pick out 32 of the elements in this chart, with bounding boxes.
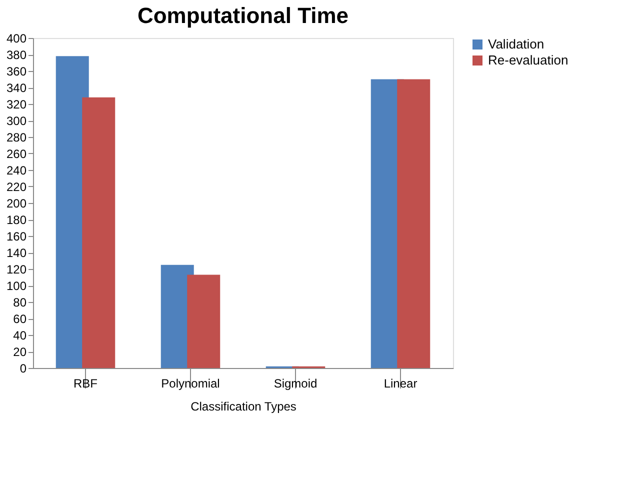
y-tick-label: 0 xyxy=(20,362,27,376)
y-tick-label: 80 xyxy=(13,296,27,310)
y-tick-label: 60 xyxy=(13,312,27,326)
y-tick-label: 20 xyxy=(13,345,27,359)
y-tick-label: 180 xyxy=(6,213,27,227)
y-tick-label: 160 xyxy=(6,230,27,244)
y-tick-label: 240 xyxy=(6,164,27,178)
y-tick-label: 140 xyxy=(6,246,27,260)
y-tick-label: 340 xyxy=(6,81,27,95)
y-tick-label: 260 xyxy=(6,147,27,161)
y-tick-label: 220 xyxy=(6,180,27,194)
y-tick-label: 320 xyxy=(6,98,27,112)
x-tick-label: RBF xyxy=(74,376,98,390)
y-tick-label: 280 xyxy=(6,130,27,144)
y-tick-label: 400 xyxy=(6,32,27,46)
bar xyxy=(397,79,430,368)
x-tick-label: Linear xyxy=(384,376,418,390)
y-tick-label: 40 xyxy=(13,328,27,342)
y-tick-label: 380 xyxy=(6,48,27,62)
y-tick-label: 200 xyxy=(6,196,27,210)
chart-title: Computational Time xyxy=(137,3,349,28)
y-tick-label: 120 xyxy=(6,262,27,276)
legend-label: Re-evaluation xyxy=(488,52,568,68)
bar xyxy=(187,274,220,368)
bar xyxy=(82,97,116,368)
y-tick-label: 100 xyxy=(6,279,27,293)
legend-label: Validation xyxy=(488,36,544,52)
y-tick-label: 300 xyxy=(6,114,27,128)
x-axis-title: Classification Types xyxy=(190,400,296,414)
y-tick-label: 360 xyxy=(6,64,27,78)
x-tick-label: Polynomial xyxy=(161,376,220,390)
x-tick-label: Sigmoid xyxy=(274,376,318,390)
